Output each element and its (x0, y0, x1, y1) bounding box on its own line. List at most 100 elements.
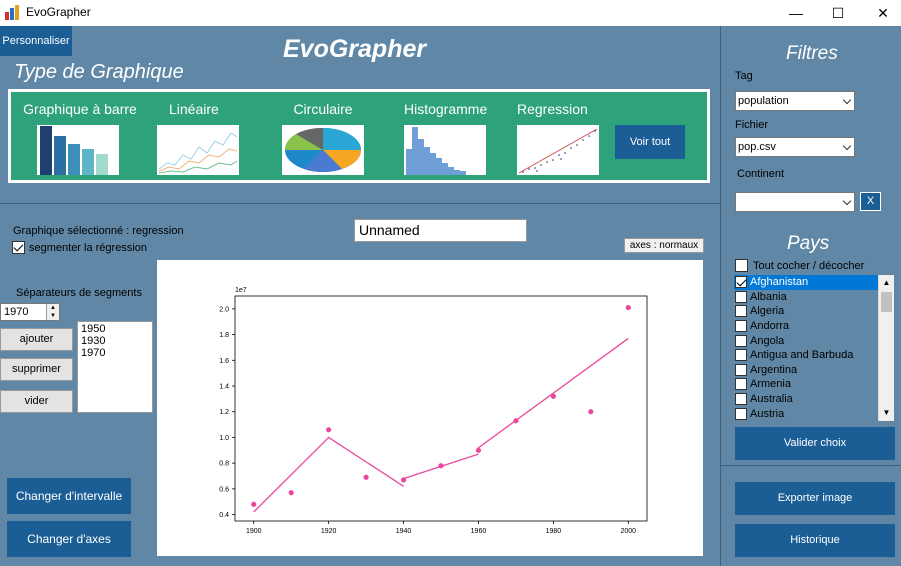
x-tick-label: 1980 (546, 528, 562, 535)
x-tick-label: 2000 (620, 528, 636, 535)
main-window: Personnaliser EvoGrapher Type de Graphiq… (0, 26, 901, 566)
checkbox-icon[interactable] (735, 259, 748, 272)
checkbox-icon[interactable] (735, 276, 747, 289)
checkbox-icon[interactable] (735, 334, 747, 347)
checkbox-icon[interactable] (12, 241, 25, 254)
checkbox-icon[interactable] (735, 290, 747, 303)
country-item[interactable]: Angola (734, 333, 894, 348)
valider-choix-button[interactable]: Valider choix (735, 427, 895, 460)
country-item[interactable]: Algeria (734, 304, 894, 319)
tag-select[interactable]: population (735, 91, 855, 111)
voir-tout-button[interactable]: Voir tout (615, 125, 685, 159)
maximize-button[interactable]: ☐ (831, 5, 845, 21)
vider-button[interactable]: vider (0, 390, 73, 413)
y-tick-label: 0.6 (219, 486, 229, 493)
country-item[interactable]: Andorra (734, 319, 894, 334)
x-tick-label: 1960 (471, 528, 487, 535)
country-item[interactable]: Armenia (734, 377, 894, 392)
checkbox-icon[interactable] (735, 378, 747, 391)
list-item[interactable]: 1930 (81, 335, 106, 347)
filters-heading: Filtres (786, 43, 838, 64)
y-tick-label: 1.2 (219, 409, 229, 416)
country-label: Argentina (750, 363, 798, 376)
country-item[interactable]: Argentina (734, 363, 894, 378)
chart-type-label: Circulaire (293, 101, 353, 117)
divider (720, 465, 901, 466)
checkbox-icon[interactable] (735, 407, 747, 420)
pie-chart-thumbnail-icon (282, 125, 364, 175)
checkbox-icon[interactable] (735, 393, 747, 406)
exporter-image-button[interactable]: Exporter image (735, 482, 895, 515)
list-item[interactable]: 1970 (81, 347, 106, 359)
country-item[interactable]: Albania (734, 290, 894, 305)
country-item[interactable]: Antigua and Barbuda (734, 348, 894, 363)
ajouter-button[interactable]: ajouter (0, 328, 73, 351)
country-label: Austria (750, 407, 785, 420)
data-point (550, 393, 556, 399)
close-button[interactable]: ✕ (877, 5, 889, 21)
regression-thumbnail-icon (517, 125, 599, 175)
checkbox-icon[interactable] (735, 305, 747, 318)
chevron-down-icon (842, 141, 852, 151)
pays-heading: Pays (787, 233, 830, 254)
country-list[interactable]: Afghanistan Albania Algeria Andorra Angola An… (734, 275, 894, 421)
fichier-select-value: pop.csv (738, 141, 776, 153)
scrollbar-thumb[interactable] (881, 292, 892, 312)
minimize-button[interactable]: — (789, 5, 803, 21)
x-tick-label: 1900 (246, 528, 262, 535)
chart-type-histogram[interactable]: Histogramme (395, 101, 505, 175)
list-item[interactable]: 1950 (81, 323, 106, 335)
historique-button[interactable]: Historique (735, 524, 895, 557)
line-chart-thumbnail-icon (157, 125, 239, 175)
chart-type-regression[interactable]: Regression (511, 101, 611, 175)
year-spinner-value: 1970 (4, 306, 29, 318)
y-tick-label: 1.8 (219, 332, 229, 339)
scroll-down-icon[interactable]: ▼ (882, 408, 891, 417)
changer-intervalle-button[interactable]: Changer d'intervalle (7, 478, 131, 514)
checkbox-icon[interactable] (735, 320, 747, 333)
checkbox-icon[interactable] (735, 363, 747, 376)
country-item[interactable]: Afghanistan (734, 275, 894, 290)
country-item[interactable]: Australia (734, 392, 894, 407)
segment-regression-checkbox[interactable]: segmenter la régression (12, 241, 147, 254)
checkbox-icon[interactable] (735, 349, 747, 362)
y-tick-label: 0.8 (219, 461, 229, 468)
data-point (588, 409, 594, 415)
chevron-down-icon (842, 196, 852, 206)
country-list-scrollbar[interactable]: ▲ ▼ (878, 275, 894, 421)
x-tick-label: 1920 (321, 528, 337, 535)
segment-separators-title: Séparateurs de segments (16, 287, 142, 299)
changer-axes-button[interactable]: Changer d'axes (7, 521, 131, 557)
axes-mode-badge: axes : normaux (624, 238, 704, 253)
year-spinner[interactable]: 1970 ▲ ▼ (0, 303, 60, 321)
bar-chart-thumbnail-icon (37, 125, 119, 175)
histogram-thumbnail-icon (404, 125, 486, 175)
data-point (251, 501, 257, 507)
regression-line (253, 436, 404, 513)
data-point (438, 463, 444, 469)
chart-type-bar[interactable]: Graphique à barre (21, 101, 139, 175)
scroll-up-icon[interactable]: ▲ (882, 278, 891, 287)
data-point (288, 490, 294, 496)
country-item[interactable]: Austria (734, 406, 894, 421)
spinner-arrows-icon[interactable]: ▲ ▼ (46, 304, 59, 320)
chart-type-panel: Graphique à barre Linéaire (8, 89, 710, 183)
clear-continent-button[interactable]: X (860, 192, 881, 211)
supprimer-button[interactable]: supprimer (0, 358, 73, 381)
y-tick-label: 1.0 (219, 435, 229, 442)
chart-type-line[interactable]: Linéaire (151, 101, 251, 175)
regression-plot: 1900 1920 1940 1960 1980 2000 0.4 0.6 0.8 1.0 1.2 1… (219, 287, 648, 535)
chart-type-label: Linéaire (169, 101, 219, 117)
window-title: EvoGrapher (26, 5, 91, 19)
graph-name-input[interactable]: Unnamed (354, 219, 527, 242)
divider (720, 26, 721, 566)
country-label: Algeria (750, 305, 785, 318)
toggle-all-checkbox[interactable]: Tout cocher / décocher (735, 259, 864, 272)
y-tick-label: 2.0 (219, 306, 229, 313)
continent-select[interactable] (735, 192, 855, 212)
fichier-select[interactable]: pop.csv (735, 137, 855, 157)
title-bar: EvoGrapher — ☐ ✕ (0, 0, 901, 26)
personnaliser-button[interactable]: Personnaliser (0, 26, 72, 56)
chart-type-pie[interactable]: Circulaire (273, 101, 373, 175)
segment-list[interactable]: 1950 1930 1970 (77, 321, 153, 413)
